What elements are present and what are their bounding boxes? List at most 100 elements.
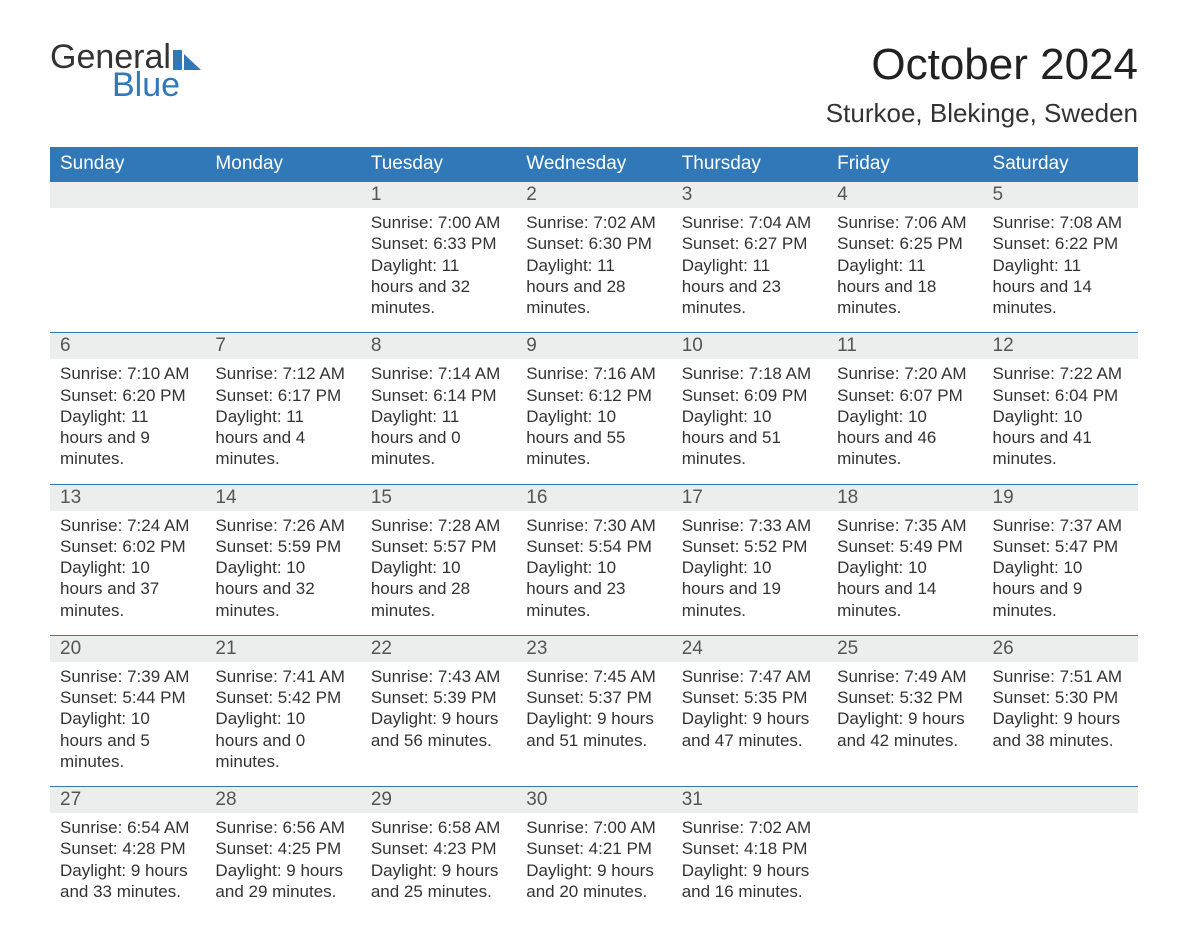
day-body: Sunrise: 7:16 AMSunset: 6:12 PMDaylight:… [516,359,671,483]
sunset-line: Sunset: 6:02 PM [60,536,195,557]
calendar-cell: 1Sunrise: 7:00 AMSunset: 6:33 PMDaylight… [361,182,516,333]
day-number: 22 [361,636,516,662]
day-number: 20 [50,636,205,662]
day-number: 10 [672,333,827,359]
day-number: 17 [672,485,827,511]
sunrise-line: Sunrise: 7:20 AM [837,363,972,384]
day-number: 19 [983,485,1138,511]
day-number: 14 [205,485,360,511]
day-number: 25 [827,636,982,662]
daylight-line: Daylight: 9 hours and 56 minutes. [371,708,506,751]
day-body: Sunrise: 7:43 AMSunset: 5:39 PMDaylight:… [361,662,516,765]
sunset-line: Sunset: 6:33 PM [371,233,506,254]
sunset-line: Sunset: 5:57 PM [371,536,506,557]
calendar-cell: 25Sunrise: 7:49 AMSunset: 5:32 PMDayligh… [827,635,982,786]
daylight-line: Daylight: 10 hours and 28 minutes. [371,557,506,621]
sunrise-line: Sunrise: 7:39 AM [60,666,195,687]
title-block: October 2024 Sturkoe, Blekinge, Sweden [826,40,1138,129]
day-body: Sunrise: 7:35 AMSunset: 5:49 PMDaylight:… [827,511,982,635]
day-number: 9 [516,333,671,359]
calendar-week: 6Sunrise: 7:10 AMSunset: 6:20 PMDaylight… [50,333,1138,484]
sunset-line: Sunset: 5:59 PM [215,536,350,557]
sunrise-line: Sunrise: 7:12 AM [215,363,350,384]
daylight-line: Daylight: 11 hours and 14 minutes. [993,255,1128,319]
daylight-line: Daylight: 10 hours and 19 minutes. [682,557,817,621]
sunrise-line: Sunrise: 7:51 AM [993,666,1128,687]
day-number-empty [983,787,1138,813]
day-body: Sunrise: 7:18 AMSunset: 6:09 PMDaylight:… [672,359,827,483]
day-body: Sunrise: 7:00 AMSunset: 6:33 PMDaylight:… [361,208,516,332]
day-body: Sunrise: 7:20 AMSunset: 6:07 PMDaylight:… [827,359,982,483]
day-number: 30 [516,787,671,813]
calendar-cell: 20Sunrise: 7:39 AMSunset: 5:44 PMDayligh… [50,635,205,786]
calendar-cell: 6Sunrise: 7:10 AMSunset: 6:20 PMDaylight… [50,333,205,484]
sunset-line: Sunset: 5:35 PM [682,687,817,708]
day-number: 1 [361,182,516,208]
daylight-line: Daylight: 9 hours and 38 minutes. [993,708,1128,751]
calendar-week: 1Sunrise: 7:00 AMSunset: 6:33 PMDaylight… [50,182,1138,333]
calendar-cell: 3Sunrise: 7:04 AMSunset: 6:27 PMDaylight… [672,182,827,333]
calendar-week: 27Sunrise: 6:54 AMSunset: 4:28 PMDayligh… [50,787,1138,917]
sunrise-line: Sunrise: 7:33 AM [682,515,817,536]
sunrise-line: Sunrise: 7:47 AM [682,666,817,687]
sunset-line: Sunset: 6:12 PM [526,385,661,406]
sunrise-line: Sunrise: 6:58 AM [371,817,506,838]
daylight-line: Daylight: 10 hours and 14 minutes. [837,557,972,621]
sunset-line: Sunset: 5:32 PM [837,687,972,708]
day-body: Sunrise: 7:06 AMSunset: 6:25 PMDaylight:… [827,208,982,332]
sunrise-line: Sunrise: 7:37 AM [993,515,1128,536]
daylight-line: Daylight: 10 hours and 9 minutes. [993,557,1128,621]
day-number: 12 [983,333,1138,359]
calendar-cell: 9Sunrise: 7:16 AMSunset: 6:12 PMDaylight… [516,333,671,484]
sunset-line: Sunset: 5:30 PM [993,687,1128,708]
sunrise-line: Sunrise: 7:18 AM [682,363,817,384]
sunrise-line: Sunrise: 7:43 AM [371,666,506,687]
calendar-cell: 24Sunrise: 7:47 AMSunset: 5:35 PMDayligh… [672,635,827,786]
day-number: 16 [516,485,671,511]
calendar-cell: 18Sunrise: 7:35 AMSunset: 5:49 PMDayligh… [827,484,982,635]
sunrise-line: Sunrise: 7:28 AM [371,515,506,536]
weekday-header: Monday [205,147,360,182]
daylight-line: Daylight: 11 hours and 9 minutes. [60,406,195,470]
daylight-line: Daylight: 11 hours and 28 minutes. [526,255,661,319]
weekday-header: Wednesday [516,147,671,182]
daylight-line: Daylight: 9 hours and 29 minutes. [215,860,350,903]
calendar-cell: 22Sunrise: 7:43 AMSunset: 5:39 PMDayligh… [361,635,516,786]
calendar-cell: 5Sunrise: 7:08 AMSunset: 6:22 PMDaylight… [983,182,1138,333]
day-body: Sunrise: 7:04 AMSunset: 6:27 PMDaylight:… [672,208,827,332]
daylight-line: Daylight: 11 hours and 23 minutes. [682,255,817,319]
daylight-line: Daylight: 9 hours and 20 minutes. [526,860,661,903]
daylight-line: Daylight: 9 hours and 25 minutes. [371,860,506,903]
calendar-table: SundayMondayTuesdayWednesdayThursdayFrid… [50,147,1138,916]
sunrise-line: Sunrise: 7:10 AM [60,363,195,384]
day-body: Sunrise: 7:41 AMSunset: 5:42 PMDaylight:… [205,662,360,786]
day-body: Sunrise: 7:24 AMSunset: 6:02 PMDaylight:… [50,511,205,635]
day-body: Sunrise: 7:14 AMSunset: 6:14 PMDaylight:… [361,359,516,483]
daylight-line: Daylight: 10 hours and 23 minutes. [526,557,661,621]
daylight-line: Daylight: 10 hours and 32 minutes. [215,557,350,621]
calendar-cell: 17Sunrise: 7:33 AMSunset: 5:52 PMDayligh… [672,484,827,635]
daylight-line: Daylight: 10 hours and 51 minutes. [682,406,817,470]
calendar-cell: 16Sunrise: 7:30 AMSunset: 5:54 PMDayligh… [516,484,671,635]
calendar-cell: 7Sunrise: 7:12 AMSunset: 6:17 PMDaylight… [205,333,360,484]
daylight-line: Daylight: 10 hours and 37 minutes. [60,557,195,621]
calendar-cell [827,787,982,917]
day-body: Sunrise: 6:54 AMSunset: 4:28 PMDaylight:… [50,813,205,916]
calendar-cell: 23Sunrise: 7:45 AMSunset: 5:37 PMDayligh… [516,635,671,786]
daylight-line: Daylight: 10 hours and 46 minutes. [837,406,972,470]
sunset-line: Sunset: 6:07 PM [837,385,972,406]
day-number-empty [205,182,360,208]
daylight-line: Daylight: 9 hours and 51 minutes. [526,708,661,751]
calendar-cell [205,182,360,333]
calendar-cell: 2Sunrise: 7:02 AMSunset: 6:30 PMDaylight… [516,182,671,333]
day-body: Sunrise: 7:22 AMSunset: 6:04 PMDaylight:… [983,359,1138,483]
day-number: 29 [361,787,516,813]
sunrise-line: Sunrise: 6:56 AM [215,817,350,838]
sunset-line: Sunset: 6:22 PM [993,233,1128,254]
calendar-week: 13Sunrise: 7:24 AMSunset: 6:02 PMDayligh… [50,484,1138,635]
day-number: 23 [516,636,671,662]
day-number: 5 [983,182,1138,208]
day-body: Sunrise: 7:26 AMSunset: 5:59 PMDaylight:… [205,511,360,635]
weekday-header: Tuesday [361,147,516,182]
sunset-line: Sunset: 5:49 PM [837,536,972,557]
